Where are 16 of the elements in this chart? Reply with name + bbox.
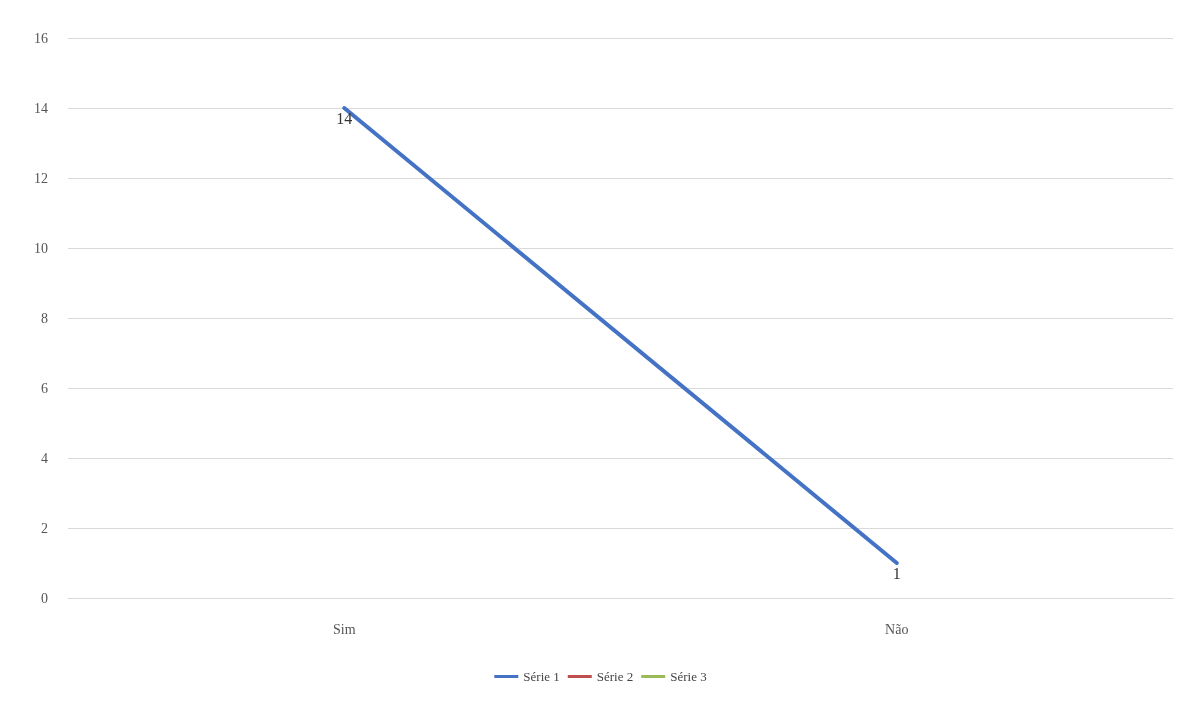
legend-label: Série 2 [596, 669, 634, 684]
x-tick-label: Não [885, 621, 909, 637]
legend-label: Série 1 [523, 669, 560, 684]
y-tick-label: 8 [41, 310, 48, 326]
y-tick-label: 0 [41, 590, 48, 606]
x-tick-label: Sim [332, 621, 356, 637]
y-tick-label: 2 [41, 520, 48, 536]
y-tick-label: 16 [34, 30, 48, 46]
legend-label: Série 3 [670, 669, 707, 684]
y-tick-label: 10 [34, 240, 48, 256]
data-label: 14 [336, 109, 353, 127]
data-label: 1 [892, 564, 901, 582]
y-tick-label: 4 [41, 450, 48, 466]
y-tick-label: 14 [34, 100, 48, 116]
y-tick-label: 6 [41, 380, 48, 396]
y-tick-label: 12 [34, 170, 48, 186]
